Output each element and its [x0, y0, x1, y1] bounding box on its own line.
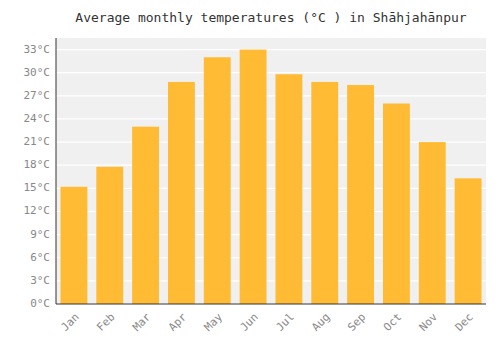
y-axis-line — [56, 38, 57, 304]
bar — [419, 142, 446, 304]
x-tick-label: Mar — [130, 310, 154, 334]
grid-line — [56, 303, 486, 304]
grid-line — [56, 95, 486, 96]
bar — [96, 167, 123, 304]
title: Average monthly temperatures (°C ) in Sh… — [75, 10, 467, 25]
y-tick-label: 0°C — [30, 297, 50, 310]
bar — [240, 50, 267, 304]
x-axis-line — [56, 304, 486, 305]
bar — [455, 178, 482, 304]
bar — [132, 127, 159, 304]
x-tick-label: Jul — [273, 311, 296, 334]
y-tick-label: 21°C — [24, 135, 51, 148]
bar — [275, 74, 302, 304]
grid-line — [56, 72, 486, 73]
y-tick-label: 33°C — [24, 43, 51, 56]
bar — [311, 82, 338, 304]
plot-area — [56, 38, 486, 304]
bar — [347, 85, 374, 304]
bar — [204, 57, 231, 304]
y-tick-label: 30°C — [24, 66, 51, 79]
y-tick-label: 3°C — [30, 274, 50, 287]
x-tick-label: Aug — [309, 311, 332, 334]
y-tick-label: 18°C — [24, 158, 51, 171]
y-tick-label: 27°C — [24, 89, 51, 102]
grid-line — [56, 49, 486, 50]
x-tick-label: Jan — [58, 311, 81, 334]
bar — [168, 82, 195, 304]
bars — [60, 50, 481, 304]
bar — [383, 104, 410, 304]
y-tick-label: 24°C — [24, 112, 51, 125]
bar — [60, 187, 87, 304]
grid-line — [56, 118, 486, 119]
x-tick-label: Dec — [453, 311, 476, 334]
chart: 0°C 3°C 6°C 9°C 12°C 15°C 18°C 21°C 24°C 27°C 30°C… — [0, 0, 500, 350]
y-tick-label: 6°C — [30, 251, 50, 264]
grid — [56, 50, 486, 304]
x-tick-label: Feb — [94, 311, 117, 334]
x-tick-label: Oct — [381, 311, 404, 334]
y-tick-label: 15°C — [24, 181, 51, 194]
x-tick-label: Jun — [238, 311, 261, 334]
y-tick-label: 9°C — [30, 228, 50, 241]
x-tick-label: May — [202, 310, 226, 334]
x-tick-label: Sep — [345, 311, 368, 334]
y-tick-label: 12°C — [24, 204, 51, 217]
x-tick-label: Apr — [166, 310, 190, 334]
x-tick-label: Nov — [417, 310, 441, 334]
